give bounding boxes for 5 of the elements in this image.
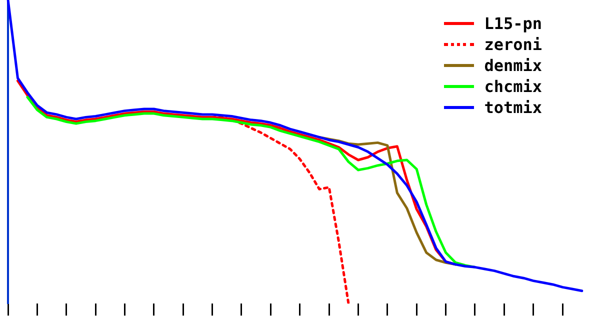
legend-label: zeroni [484, 35, 542, 54]
legend-label: L15-pn [484, 14, 542, 33]
legend-label: denmix [484, 56, 542, 75]
legend-label: totmix [484, 98, 542, 117]
legend-label: chcmix [484, 77, 542, 96]
